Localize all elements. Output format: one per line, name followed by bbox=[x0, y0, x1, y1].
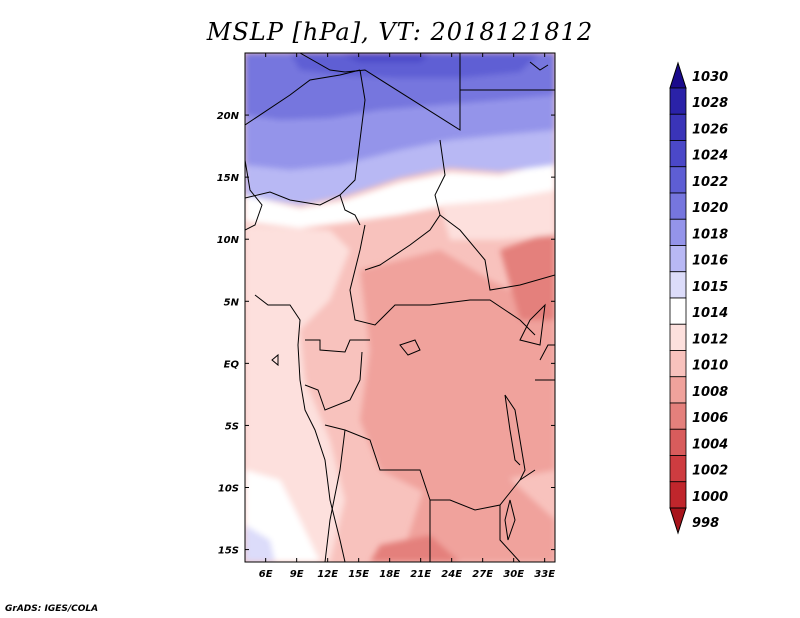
lat-tick-label: 10N bbox=[217, 235, 240, 246]
colorbar-label: 1000 bbox=[692, 490, 728, 505]
colorbar-swatch bbox=[669, 113, 687, 141]
colorbar-swatch bbox=[669, 245, 687, 273]
latitude-axis: 20N 15N 10N 5N EQ 5S 10S 15S bbox=[217, 111, 555, 557]
lon-tick-label: 30E bbox=[503, 569, 524, 580]
grads-credit: GrADS: IGES/COLA bbox=[5, 604, 99, 614]
colorbar-label: 1006 bbox=[692, 411, 728, 426]
colorbar-max-arrow bbox=[669, 61, 687, 89]
colorbar-label: 1024 bbox=[692, 149, 728, 164]
colorbar: 1030 1028 1026 1024 1022 1020 1018 1016 1015 1014… bbox=[669, 61, 728, 535]
colorbar-label: 1008 bbox=[692, 385, 728, 400]
map-frame bbox=[244, 52, 556, 563]
colorbar-label: 1018 bbox=[692, 227, 728, 242]
colorbar-label: 1016 bbox=[692, 254, 728, 269]
colorbar-swatch bbox=[669, 323, 687, 351]
colorbar-label: 1015 bbox=[692, 280, 728, 295]
coastline bbox=[245, 61, 549, 562]
lon-tick-label: 12E bbox=[317, 569, 338, 580]
colorbar-swatch bbox=[669, 87, 687, 115]
colorbar-label: 1010 bbox=[692, 359, 728, 374]
lon-tick-label: 15E bbox=[348, 569, 369, 580]
lat-tick-label: 15N bbox=[217, 173, 240, 184]
lon-tick-label: 27E bbox=[472, 569, 493, 580]
colorbar-swatch bbox=[669, 192, 687, 220]
lon-tick-label: 18E bbox=[379, 569, 400, 580]
colorbar-min-arrow bbox=[669, 507, 687, 535]
lat-tick-label: 5S bbox=[225, 421, 239, 432]
colorbar-label: 1030 bbox=[692, 70, 728, 85]
colorbar-swatch bbox=[669, 376, 687, 404]
lat-tick-label: 5N bbox=[224, 297, 240, 308]
lon-tick-label: 6E bbox=[259, 569, 273, 580]
colorbar-label: 1012 bbox=[692, 332, 728, 347]
colorbar-swatch bbox=[669, 481, 687, 509]
colorbar-label: 1004 bbox=[692, 437, 728, 452]
colorbar-label: 1020 bbox=[692, 201, 728, 216]
lon-tick-label: 21E bbox=[410, 569, 431, 580]
lon-tick-label: 33E bbox=[534, 569, 555, 580]
lat-tick-label: EQ bbox=[224, 359, 240, 370]
lon-tick-label: 24E bbox=[441, 569, 462, 580]
colorbar-label: 1002 bbox=[692, 464, 728, 479]
colorbar-label: 1022 bbox=[692, 175, 728, 190]
colorbar-swatch bbox=[669, 218, 687, 246]
colorbar-label: 1014 bbox=[692, 306, 728, 321]
lat-tick-label: 15S bbox=[218, 546, 239, 557]
lon-tick-label: 9E bbox=[290, 569, 304, 580]
colorbar-swatch bbox=[669, 297, 687, 325]
colorbar-swatch bbox=[669, 402, 687, 430]
colorbar-label: 1028 bbox=[692, 96, 728, 111]
colorbar-swatch bbox=[669, 140, 687, 168]
lat-tick-label: 20N bbox=[217, 111, 240, 122]
chart-title: MSLP [hPa], VT: 2018121812 bbox=[206, 18, 594, 46]
colorbar-label: 1026 bbox=[692, 122, 728, 137]
longitude-axis: 6E 9E 12E 15E 18E 21E 24E 27E 30E 33E bbox=[259, 53, 555, 580]
colorbar-swatch bbox=[669, 166, 687, 194]
colorbar-swatch bbox=[669, 350, 687, 378]
pressure-field bbox=[245, 53, 555, 562]
colorbar-label: 998 bbox=[692, 516, 719, 531]
colorbar-swatch bbox=[669, 455, 687, 483]
colorbar-swatch bbox=[669, 271, 687, 299]
country-boundaries bbox=[245, 53, 555, 562]
colorbar-swatch bbox=[669, 428, 687, 456]
lat-tick-label: 10S bbox=[218, 484, 239, 495]
